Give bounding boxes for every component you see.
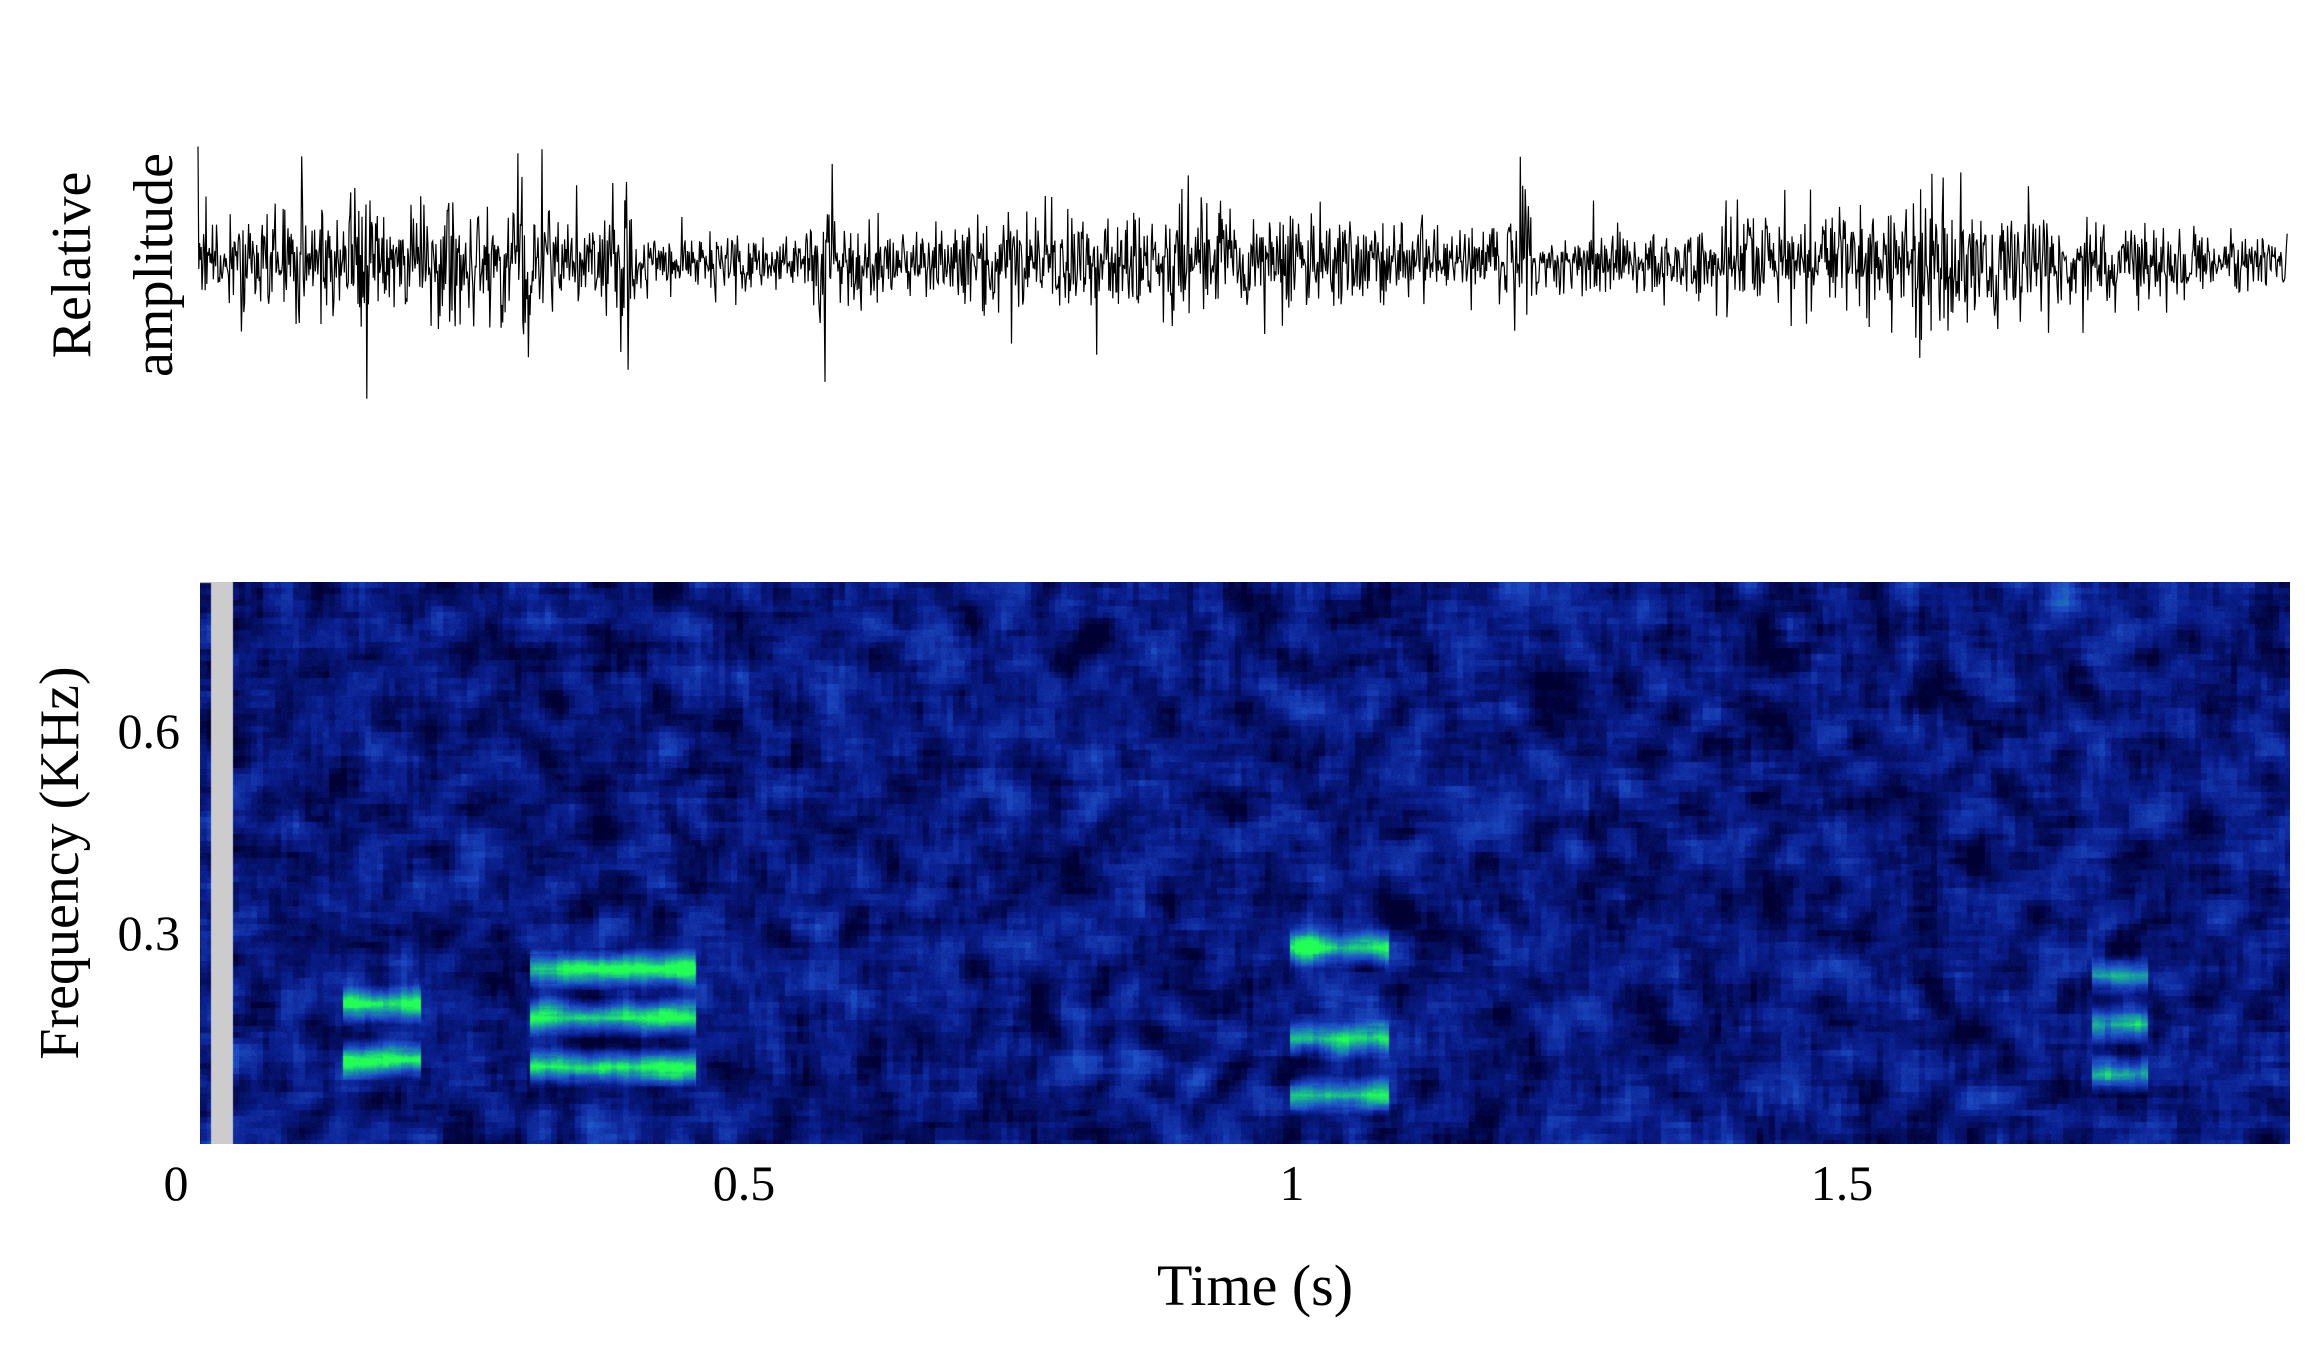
x-tick-label-0: 0 <box>164 1155 189 1211</box>
y-tick-label-0.6: 0.6 <box>118 703 181 759</box>
y-tick-label-0.3: 0.3 <box>118 905 181 961</box>
x-tick-label-1.5: 1.5 <box>1811 1155 1874 1211</box>
spectrogram-heatmap <box>200 582 2290 1144</box>
x-tick-label-0.5: 0.5 <box>713 1155 776 1211</box>
waveform-ylabel: Relative amplitude <box>41 153 185 377</box>
x-axis-label: Time (s) <box>1157 1253 1353 1318</box>
waveform-trace <box>197 146 2288 399</box>
waveform-ylabel-line1: Relative <box>41 172 103 359</box>
spectrogram-ylabel: Frequency (KHz) <box>29 666 91 1059</box>
waveform-ylabel-line2: amplitude <box>123 153 185 377</box>
waveform-panel: Relative amplitude <box>41 146 2288 399</box>
x-tick-label-1: 1 <box>1280 1155 1305 1211</box>
